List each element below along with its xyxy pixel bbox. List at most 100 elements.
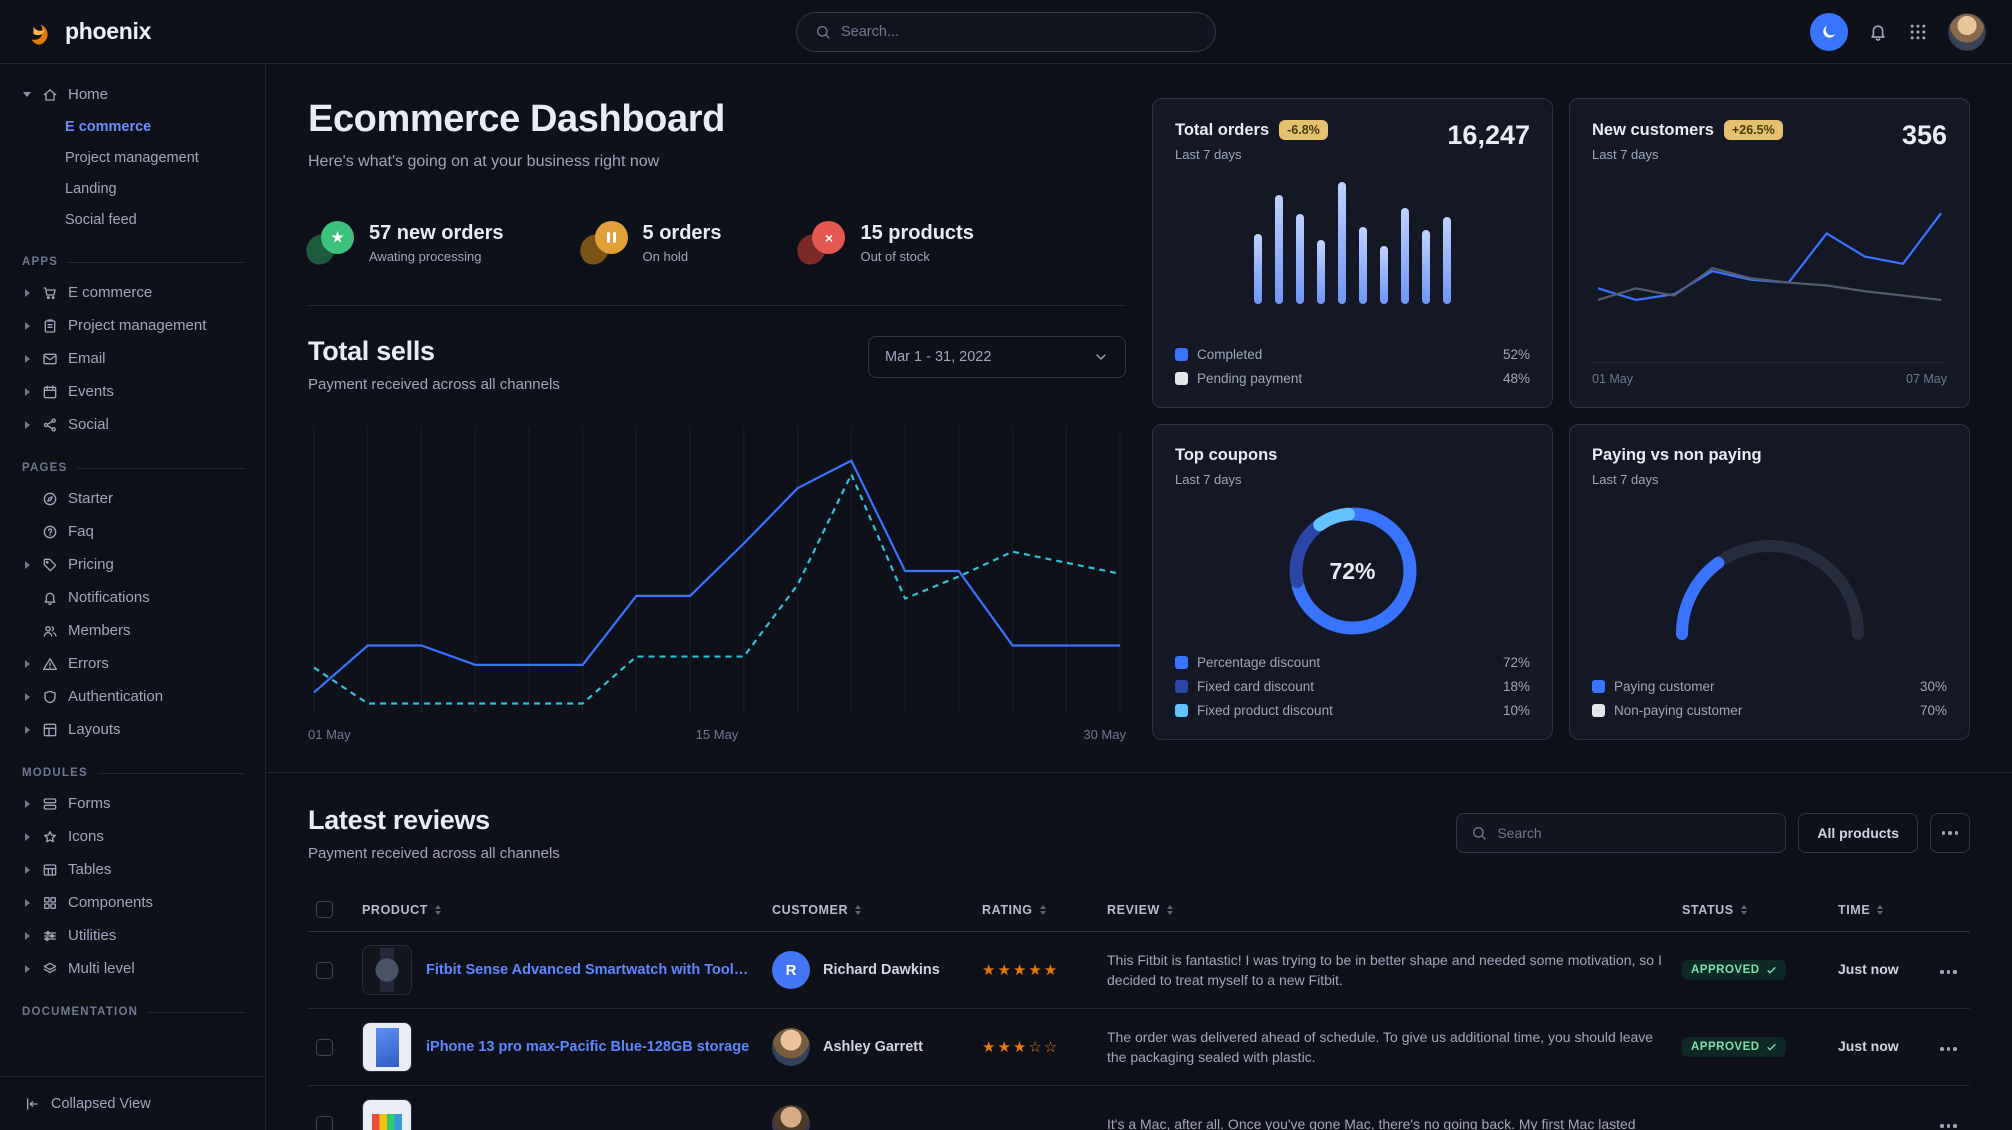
customer-name: Ashley Garrett — [823, 1039, 923, 1055]
sidebar-item-project-management[interactable]: Project management — [22, 309, 245, 342]
legend-value: 70% — [1919, 703, 1947, 718]
column-header-select — [308, 888, 354, 932]
sidebar-item-errors[interactable]: Errors — [22, 647, 245, 680]
sidebar-item-label: Project management — [68, 317, 207, 334]
mail-icon — [43, 353, 57, 364]
sidebar-item-home[interactable]: Home — [22, 78, 245, 111]
row-checkbox[interactable] — [316, 961, 333, 979]
card-header: Total orders -6.8% Last 7 days 16,247 — [1175, 120, 1530, 162]
sidebar-item-faq[interactable]: Faq — [22, 515, 245, 548]
order-bar — [1254, 233, 1262, 304]
main-content: Ecommerce Dashboard Here's what's going … — [266, 64, 2012, 1130]
date-range-select[interactable]: Mar 1 - 31, 2022 — [868, 336, 1126, 378]
layers-icon — [43, 962, 57, 973]
kpi-cards: Total orders -6.8% Last 7 days 16,247 Co… — [1152, 98, 1970, 742]
sidebar-item-social[interactable]: Social — [22, 408, 245, 441]
column-header-status[interactable]: STATUS — [1674, 888, 1830, 932]
column-header-customer[interactable]: CUSTOMER — [764, 888, 974, 932]
row-checkbox[interactable] — [316, 1115, 333, 1130]
select-all-checkbox[interactable] — [316, 901, 333, 918]
sidebar-item-events[interactable]: Events — [22, 375, 245, 408]
sidebar-item-e-commerce[interactable]: E commerce — [22, 276, 245, 309]
status-badge: APPROVED — [1682, 1037, 1786, 1057]
reviews-search[interactable] — [1456, 813, 1787, 853]
paying-gauge-chart — [1592, 487, 1947, 679]
sidebar-item-email[interactable]: Email — [22, 342, 245, 375]
sidebar-subitem-e-commerce[interactable]: E commerce — [65, 118, 152, 135]
table-icon — [43, 863, 57, 876]
more-options-button[interactable] — [1930, 813, 1970, 853]
reviews-table: PRODUCT CUSTOMER RATING REVIEW STATUS TI… — [308, 888, 1970, 1130]
reviews-search-input[interactable] — [1497, 825, 1772, 841]
customer-avatar: R — [772, 951, 810, 989]
sidebar-item-tables[interactable]: Tables — [22, 853, 245, 886]
sidebar-item-notifications[interactable]: Notifications — [22, 581, 245, 614]
sidebar-item-layouts[interactable]: Layouts — [22, 713, 245, 746]
theme-toggle-button[interactable] — [1810, 12, 1848, 51]
column-header-rating[interactable]: RATING — [974, 888, 1099, 932]
card-header: New customers +26.5% Last 7 days 356 — [1592, 120, 1947, 162]
column-header-product[interactable]: PRODUCT — [354, 888, 764, 932]
sidebar-item-pricing[interactable]: Pricing — [22, 548, 245, 581]
sidebar-item-multi-level[interactable]: Multi level — [22, 952, 245, 985]
product-link[interactable]: iPhone 13 pro max-Pacific Blue-128GB sto… — [426, 1039, 750, 1055]
sidebar-item-label: Faq — [68, 523, 94, 540]
line-series-new-customers — [1598, 213, 1941, 300]
notifications-button[interactable] — [1868, 22, 1888, 42]
card-header: Paying vs non paying Last 7 days — [1592, 446, 1947, 487]
product-link[interactable]: Fitbit Sense Advanced Smartwatch with To… — [426, 962, 756, 978]
user-avatar[interactable] — [1948, 12, 1986, 51]
sliders-icon — [44, 930, 56, 941]
legend-swatch — [1175, 372, 1188, 385]
sidebar-item-utilities[interactable]: Utilities — [22, 919, 245, 952]
sidebar-item-authentication[interactable]: Authentication — [22, 680, 245, 713]
search-input[interactable] — [841, 23, 1197, 40]
topbar-actions — [1810, 12, 1986, 51]
sidebar-subitem-landing[interactable]: Landing — [65, 180, 117, 197]
apps-grid-button[interactable] — [1908, 22, 1928, 42]
search-icon — [1473, 827, 1486, 840]
chevron-right-icon — [24, 288, 30, 297]
sidebar-item-forms[interactable]: Forms — [22, 787, 245, 820]
row-checkbox[interactable] — [316, 1038, 333, 1056]
x-tick: 01 May — [308, 727, 351, 742]
sidebar-item-starter[interactable]: Starter — [22, 482, 245, 515]
chevron-right-icon — [24, 865, 30, 874]
order-bar — [1317, 240, 1325, 304]
stat-title: 5 orders — [642, 222, 722, 244]
sidebar-item-label: Errors — [68, 655, 109, 672]
sort-icon — [1740, 905, 1747, 916]
order-bar — [1275, 195, 1283, 304]
legend-label: Fixed card discount — [1197, 679, 1315, 694]
pause-icon — [582, 221, 628, 265]
x-tick: 30 May — [1083, 727, 1126, 742]
legend-item-fixed-card-discount: Fixed card discount 18% — [1175, 679, 1530, 694]
legend-label: Completed — [1197, 347, 1263, 362]
topbar-search[interactable] — [796, 11, 1216, 52]
collapsed-view-toggle[interactable]: Collapsed View — [0, 1076, 266, 1130]
page-title: Ecommerce Dashboard — [308, 98, 725, 140]
chevron-right-icon — [24, 898, 30, 907]
product-thumbnail-watch — [362, 945, 412, 995]
row-menu-button[interactable] — [1938, 964, 1959, 980]
bell-icon — [44, 592, 56, 605]
sidebar-section-label: APPS — [22, 256, 245, 268]
column-header-time[interactable]: TIME — [1830, 888, 1930, 932]
chevron-right-icon — [24, 799, 30, 808]
review-text: The order was delivered ahead of schedul… — [1107, 1028, 1654, 1065]
sidebar-item-components[interactable]: Components — [22, 886, 245, 919]
order-bar — [1380, 246, 1388, 304]
all-products-button[interactable]: All products — [1798, 813, 1918, 853]
row-menu-button[interactable] — [1938, 1041, 1959, 1057]
sidebar-subitem-project-management[interactable]: Project management — [65, 149, 199, 166]
sidebar-item-label: Forms — [68, 795, 111, 812]
sidebar-subitem-social-feed[interactable]: Social feed — [65, 211, 137, 228]
sidebar-item-members[interactable]: Members — [22, 614, 245, 647]
sidebar-item-icons[interactable]: Icons — [22, 820, 245, 853]
brand[interactable]: phoenix — [26, 17, 151, 47]
column-header-review[interactable]: REVIEW — [1099, 888, 1674, 932]
legend-label: Fixed product discount — [1197, 703, 1333, 718]
reviews-toolbar: All products — [1456, 813, 1970, 853]
row-menu-button[interactable] — [1938, 1118, 1959, 1130]
